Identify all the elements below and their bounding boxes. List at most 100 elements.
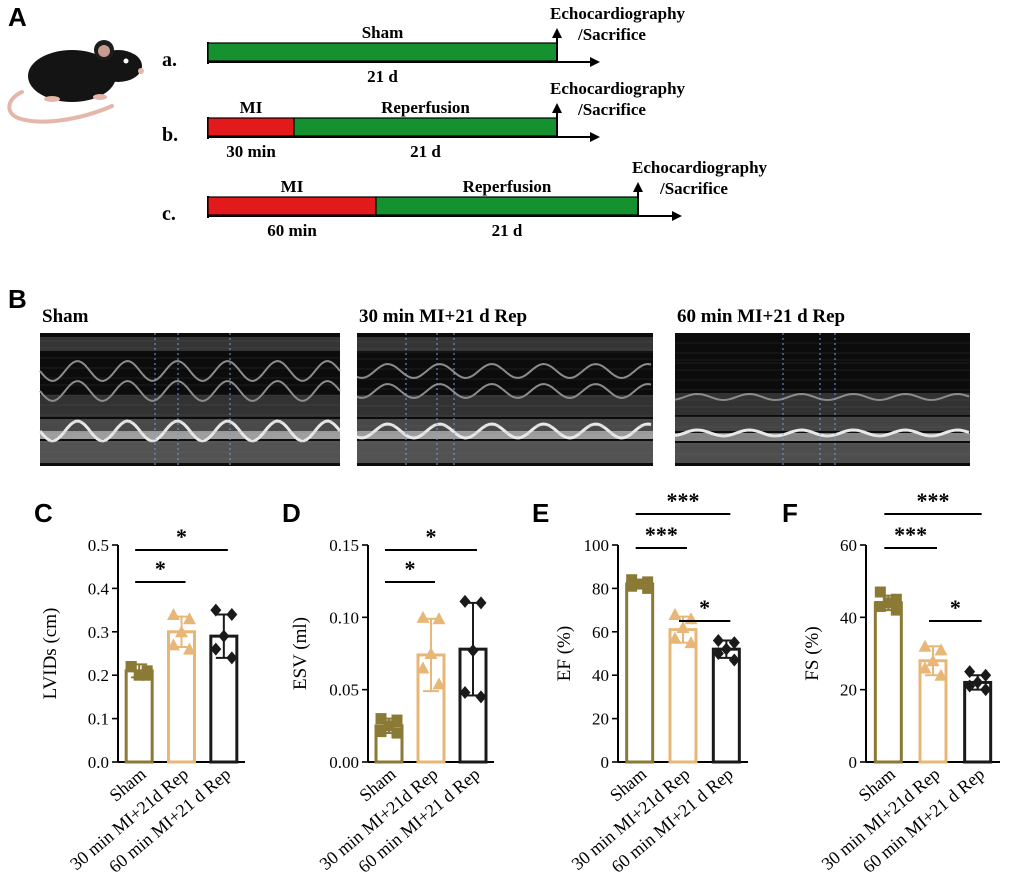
data-point: [391, 714, 403, 726]
timeline-segment-top-label: Reperfusion: [463, 177, 552, 196]
echo-tissue-band: [357, 337, 653, 351]
y-tick-label: 40: [840, 608, 857, 627]
timeline-row-label: a.: [162, 49, 177, 71]
data-point: [218, 629, 230, 643]
bar: [711, 647, 741, 764]
timeline-segment-reperfusion: [207, 42, 558, 62]
data-point: [183, 642, 196, 655]
echo-tissue-band: [40, 395, 340, 417]
echo-title: 60 min MI+21 d Rep: [677, 306, 845, 327]
data-point: [167, 607, 180, 620]
echo-tissue-band: [357, 395, 653, 417]
echo-wall-trace: [356, 382, 652, 400]
echo-tissue-band: [675, 417, 970, 431]
y-tick-label: 0: [601, 753, 610, 772]
timeline-end-label: Echocardiography: [550, 79, 686, 98]
y-tick-label: 100: [584, 536, 610, 555]
data-point: [720, 642, 732, 656]
data-point: [918, 639, 932, 652]
data-point: [668, 631, 682, 644]
echo-tissue-band: [357, 431, 653, 439]
data-point: [459, 594, 471, 608]
echo-wall-trace: [39, 359, 341, 383]
significance-label: ***: [894, 522, 927, 547]
timeline-segment-top-label: Sham: [362, 23, 404, 42]
timeline-end-label: /Sacrifice: [577, 25, 646, 44]
significance-label: ***: [917, 488, 950, 513]
significance-label: ***: [645, 522, 678, 547]
data-point: [980, 683, 992, 697]
timeline-segment-bottom-label: 60 min: [267, 221, 317, 240]
echo-tissue-band: [40, 419, 340, 431]
timeline-end-label: Echocardiography: [632, 158, 768, 177]
data-point: [226, 607, 238, 621]
data-point: [459, 686, 471, 700]
data-point: [972, 675, 984, 689]
panel-letter-a: A: [8, 2, 27, 32]
y-tick-label: 40: [592, 666, 609, 685]
significance-label: ***: [667, 488, 700, 513]
mouse-icon: [7, 40, 144, 124]
y-axis-label: LVIDs (cm): [40, 608, 61, 700]
significance-label: *: [155, 556, 166, 581]
timeline-segment-ischemia: [207, 117, 295, 137]
significance-label: *: [950, 595, 961, 620]
y-tick-label: 80: [592, 579, 609, 598]
significance-label: *: [426, 524, 437, 549]
echo-title: Sham: [42, 306, 89, 327]
data-point: [416, 661, 430, 674]
data-point: [634, 578, 646, 590]
data-point: [712, 633, 724, 647]
timeline-end-label: Echocardiography: [550, 4, 686, 23]
data-point: [890, 604, 902, 616]
panel-a: A a. Sham 21 d Echocardiography/Sacrifice b.…: [7, 2, 768, 240]
echo-wall-trace: [674, 428, 970, 438]
data-point: [375, 726, 387, 738]
timeline-segment-top-label: MI: [240, 98, 263, 117]
timeline-row-1: a. Sham 21 d Echocardiography/Sacrifice: [162, 4, 686, 86]
timeline-row-label: b.: [162, 124, 178, 146]
panel-letter-c: C: [34, 498, 53, 528]
timeline-segment-bottom-label: 21 d: [410, 142, 441, 161]
data-point: [964, 665, 976, 679]
echo-panel-3: 60 min MI+21 d Rep: [674, 306, 970, 466]
data-point: [882, 597, 894, 609]
y-tick-label: 0.5: [88, 536, 109, 555]
data-point: [980, 668, 992, 682]
timeline-segment-reperfusion: [293, 117, 558, 137]
echo-wall-trace: [674, 392, 970, 402]
data-point: [874, 586, 886, 598]
y-tick-label: 0.2: [88, 666, 109, 685]
y-tick-label: 0.0: [88, 753, 109, 772]
echo-tissue-band: [40, 431, 340, 439]
data-point: [934, 668, 948, 681]
timeline-segment-bottom-label: 21 d: [367, 67, 398, 86]
timeline: a. Sham 21 d Echocardiography/Sacrifice b. MI…: [162, 4, 768, 240]
data-point: [626, 574, 638, 586]
data-point: [728, 636, 740, 650]
data-point: [642, 576, 654, 588]
y-tick-label: 0.10: [329, 608, 359, 627]
echo-tissue-band: [675, 443, 970, 463]
panel-letter-d: D: [282, 498, 301, 528]
y-tick-label: 0.1: [88, 710, 109, 729]
data-point: [964, 679, 976, 693]
bar: [625, 582, 655, 764]
echo-title: 30 min MI+21 d Rep: [359, 306, 527, 327]
echo-panel-2: 30 min MI+21 d Rep: [356, 306, 653, 466]
data-point: [926, 654, 940, 667]
panel-letter-f: F: [782, 498, 798, 528]
data-point: [424, 647, 438, 659]
data-point: [712, 647, 724, 660]
timeline-row-label: c.: [162, 203, 176, 225]
data-point: [167, 638, 180, 651]
echo-images: Sham 30 min MI+21 d Rep 60 min MI+21 d Rep: [38, 306, 970, 466]
echo-tissue-band: [40, 337, 340, 351]
data-point: [918, 661, 932, 674]
timeline-segment-bottom-label: 21 d: [492, 221, 523, 240]
y-tick-label: 0: [849, 753, 858, 772]
